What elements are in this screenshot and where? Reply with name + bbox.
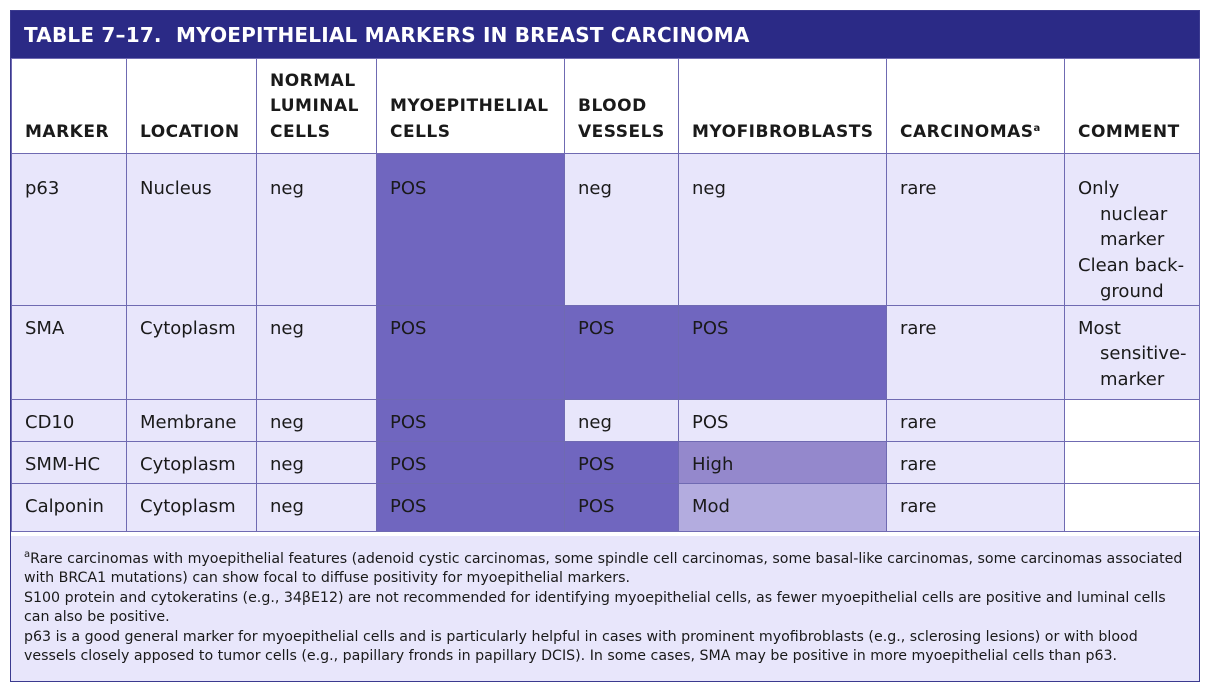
cell-normal: neg — [256, 153, 377, 306]
header-normal-luminal-cells: NORMAL LUMINAL CELLS — [256, 58, 377, 154]
cell-marker: p63 — [11, 153, 127, 306]
cell-location: Cytoplasm — [126, 304, 257, 400]
table-row: CD10 Membrane neg POS neg POS rare — [11, 398, 1200, 442]
table-number: TABLE 7–17. — [24, 23, 162, 47]
cell-carcinomas: rare — [886, 304, 1065, 400]
cell-carcinomas: rare — [886, 153, 1065, 306]
cell-blood-vessels: POS — [564, 440, 679, 484]
header-comment: COMMENT — [1064, 58, 1200, 154]
header-blood-vessels: BLOOD VESSELS — [564, 58, 679, 154]
cell-normal: neg — [256, 398, 377, 442]
cell-location: Nucleus — [126, 153, 257, 306]
cell-myoepithelial: POS — [376, 440, 565, 484]
table-row: Calponin Cytoplasm neg POS POS Mod rare — [11, 482, 1200, 532]
cell-blood-vessels: POS — [564, 482, 679, 532]
cell-blood-vessels: neg — [564, 153, 679, 306]
cell-myoepithelial: POS — [376, 482, 565, 532]
cell-marker: CD10 — [11, 398, 127, 442]
cell-comment — [1064, 482, 1200, 532]
cell-blood-vessels: neg — [564, 398, 679, 442]
header-myoepithelial-cells: MYOEPITHELIAL CELLS — [376, 58, 565, 154]
footnote-marker: a — [1033, 122, 1041, 134]
comment-line: Only — [1078, 178, 1120, 199]
cell-location: Membrane — [126, 398, 257, 442]
cell-myofibroblasts: High — [678, 440, 887, 484]
cell-myoepithelial: POS — [376, 304, 565, 400]
cell-normal: neg — [256, 482, 377, 532]
cell-comment: Only nuclear marker Clean back- ground — [1064, 153, 1200, 306]
comment-line: ground — [1100, 280, 1164, 302]
cell-location: Cytoplasm — [126, 440, 257, 484]
cell-myoepithelial: POS — [376, 153, 565, 306]
cell-comment — [1064, 398, 1200, 442]
cell-marker: SMA — [11, 304, 127, 400]
table-row: SMM-HC Cytoplasm neg POS POS High rare — [11, 440, 1200, 484]
comment-line: nuclear — [1100, 203, 1168, 225]
markers-table: MARKER LOCATION NORMAL LUMINAL CELLS MYOEP… — [11, 58, 1200, 532]
cell-blood-vessels: POS — [564, 304, 679, 400]
cell-location: Cytoplasm — [126, 482, 257, 532]
comment-line: Most — [1078, 317, 1121, 339]
table-frame: TABLE 7–17. MYOEPITHELIAL MARKERS IN BRE… — [10, 10, 1200, 682]
header-row: MARKER LOCATION NORMAL LUMINAL CELLS MYOEP… — [11, 58, 1200, 154]
cell-comment: Most sensitive- marker — [1064, 304, 1200, 400]
cell-myofibroblasts: Mod — [678, 482, 887, 532]
table-title: MYOEPITHELIAL MARKERS IN BREAST CARCINOM… — [176, 23, 750, 47]
footnote-1: aRare carcinomas with myoepithelial feat… — [24, 549, 1183, 587]
header-location: LOCATION — [126, 58, 257, 154]
comment-line: sensitive- — [1100, 343, 1187, 365]
cell-normal: neg — [256, 304, 377, 400]
cell-myofibroblasts: POS — [678, 398, 887, 442]
cell-carcinomas: rare — [886, 398, 1065, 442]
table-title-bar: TABLE 7–17. MYOEPITHELIAL MARKERS IN BRE… — [11, 11, 1199, 58]
header-myofibroblasts: MYOFIBROBLASTS — [678, 58, 887, 154]
cell-myofibroblasts: neg — [678, 153, 887, 306]
cell-myofibroblasts: POS — [678, 304, 887, 400]
cell-carcinomas: rare — [886, 440, 1065, 484]
cell-carcinomas: rare — [886, 482, 1065, 532]
footnote-marker: a — [24, 549, 31, 560]
comment-line: Clean back- — [1078, 255, 1185, 277]
cell-marker: Calponin — [11, 482, 127, 532]
cell-marker: SMM-HC — [11, 440, 127, 484]
table-row: p63 Nucleus neg POS neg neg rare Only nu… — [11, 153, 1200, 306]
header-marker: MARKER — [11, 58, 127, 154]
header-carcinomas: CARCINOMASa — [886, 58, 1065, 154]
comment-line: marker — [1100, 368, 1165, 390]
comment-line: marker — [1100, 229, 1165, 251]
table-footnotes: aRare carcinomas with myoepithelial feat… — [11, 536, 1199, 681]
cell-comment — [1064, 440, 1200, 484]
cell-normal: neg — [256, 440, 377, 484]
footnote-3: p63 is a good general marker for myoepit… — [24, 628, 1138, 665]
table-row: SMA Cytoplasm neg POS POS POS rare Most … — [11, 304, 1200, 400]
cell-myoepithelial: POS — [376, 398, 565, 442]
footnote-2: S100 protein and cytokeratins (e.g., 34β… — [24, 589, 1166, 626]
